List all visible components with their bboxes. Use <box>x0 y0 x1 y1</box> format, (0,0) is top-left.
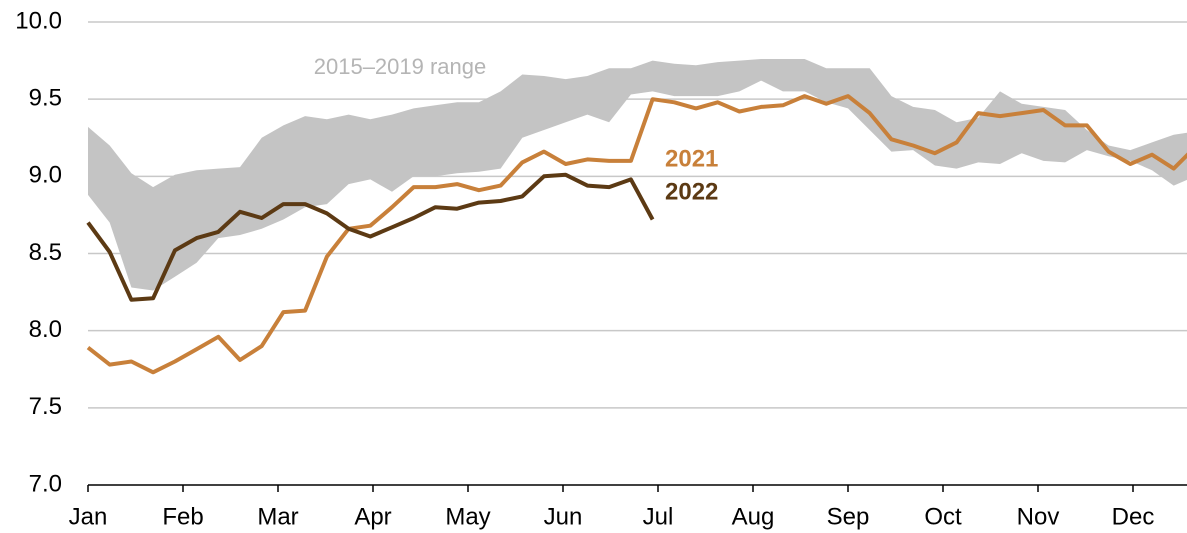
x-tick-label: Sep <box>827 503 870 530</box>
x-tick-label: May <box>445 503 490 530</box>
range-band <box>88 59 1187 291</box>
series-line <box>86 94 1187 375</box>
x-tick-label: Oct <box>924 503 962 530</box>
x-tick-label: Jun <box>544 503 583 530</box>
x-tick-label: Dec <box>1112 503 1155 530</box>
x-tick-label: Mar <box>257 503 298 530</box>
x-tick-label: Apr <box>354 503 391 530</box>
y-tick-label: 9.0 <box>29 162 62 189</box>
series-label: 2021 <box>665 145 718 172</box>
x-tick-label: Feb <box>162 503 203 530</box>
y-tick-label: 9.5 <box>29 85 62 112</box>
x-tick-label: Jan <box>69 503 108 530</box>
y-tick-label: 8.5 <box>29 239 62 266</box>
x-tick-label: Jul <box>643 503 674 530</box>
y-tick-label: 8.0 <box>29 316 62 343</box>
y-tick-label: 10.0 <box>15 7 62 34</box>
x-tick-label: Nov <box>1017 503 1060 530</box>
series-label: 2022 <box>665 178 718 205</box>
y-tick-label: 7.5 <box>29 393 62 420</box>
series-line <box>86 172 655 302</box>
y-tick-label: 7.0 <box>29 470 62 497</box>
x-tick-label: Aug <box>732 503 775 530</box>
range-label: 2015–2019 range <box>314 54 487 79</box>
